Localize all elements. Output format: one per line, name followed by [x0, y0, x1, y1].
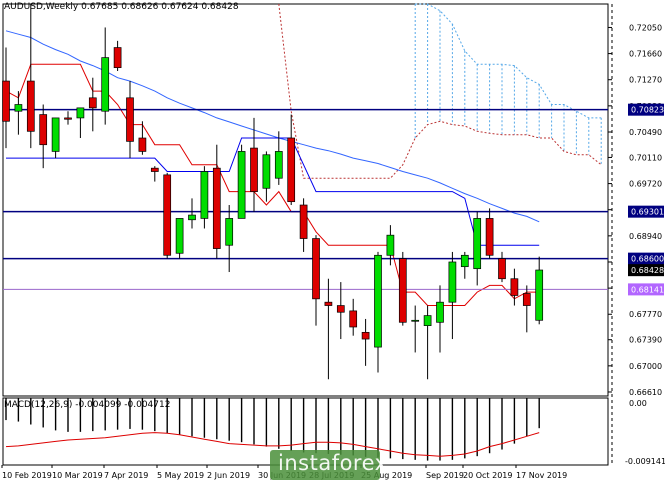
x-tick-label: 25 Aug 2019: [361, 471, 412, 480]
bull-candle-body: [423, 315, 432, 326]
bull-candle-body: [473, 218, 482, 270]
senkou-span-a-line: [415, 3, 602, 119]
tenkan-sen-line: [5, 63, 540, 306]
bear-candle-body: [485, 218, 494, 256]
senkou-span-b-line: [278, 3, 602, 179]
bear-candle-body: [138, 137, 147, 152]
bear-candle-body: [287, 137, 296, 203]
x-tick-label: 2 Jun 2019: [207, 471, 250, 480]
bear-candle-body: [398, 258, 407, 323]
y-tick-label: 0.67000: [629, 362, 662, 371]
bull-candle-body: [436, 301, 444, 323]
y-tick-label: 0.71660: [629, 50, 662, 59]
current-price-tag-bg: [628, 264, 664, 277]
bear-candle-body: [312, 238, 320, 300]
bear-candle-body: [498, 258, 506, 280]
bear-candle-body: [88, 97, 97, 109]
bear-candle-body: [39, 114, 48, 146]
macd-axis-bottom: -0.009141: [625, 457, 665, 466]
macd-label: MACD(12,26,9) -0.004099 -0.004712: [4, 400, 171, 410]
watermark-text: instaforex: [278, 451, 388, 475]
bull-candle-body: [200, 171, 209, 219]
bull-candle-body: [237, 151, 246, 219]
price-tag-text: 0.68600: [631, 255, 664, 264]
bull-candle-body: [262, 154, 271, 189]
y-tick-label: 0.68940: [629, 232, 662, 241]
bear-candle-body: [349, 310, 358, 328]
bull-candle-body: [274, 151, 283, 179]
macd-signal-line: [5, 432, 540, 457]
bear-candle-body: [126, 97, 134, 142]
bull-candle-body: [76, 107, 85, 119]
price-tag-text: 0.70823: [631, 106, 664, 115]
y-tick-label: 0.67770: [629, 310, 662, 319]
y-tick-label: 0.71270: [629, 76, 662, 85]
bear-candle-body: [163, 174, 172, 256]
bear-candle-body: [64, 117, 72, 120]
bear-candle-body: [26, 80, 35, 132]
bear-candle-body: [113, 47, 122, 69]
x-tick-label: 10 Feb 2019: [2, 471, 52, 480]
bull-candle-body: [386, 234, 395, 256]
bull-candle-body: [175, 218, 184, 254]
price-tag-bg: [628, 103, 664, 116]
bear-candle-body: [150, 167, 159, 172]
x-tick-label: 17 Nov 2019: [516, 471, 567, 480]
bull-candle-body: [411, 319, 420, 322]
moving-average-line: [5, 30, 540, 223]
bear-candle-body: [336, 305, 345, 313]
y-tick-label: 0.70110: [629, 153, 662, 162]
bear-candle-body: [212, 167, 221, 249]
x-tick-label: 10 Mar 2019: [52, 471, 103, 480]
bull-candle-body: [101, 57, 110, 112]
watermark-band: [270, 450, 380, 480]
price-tag-text: 0.69301: [631, 208, 664, 217]
current-price-tag-text: 0.68428: [631, 266, 664, 275]
y-tick-label: 0.70490: [629, 128, 662, 137]
bull-candle-body: [225, 218, 234, 246]
y-tick-label: 0.66610: [629, 388, 662, 397]
x-tick-label: Sep 2019: [426, 471, 464, 480]
y-tick-label: 0.72050: [629, 23, 662, 32]
bull-candle-body: [374, 254, 382, 348]
bear-candle-body: [324, 301, 333, 306]
price-tag-bg: [628, 252, 664, 265]
price-panel-border: [2, 3, 609, 397]
bull-candle-body: [460, 254, 469, 268]
y-tick-label: 0.67390: [629, 336, 662, 345]
bull-candle-body: [188, 214, 196, 221]
bull-candle-body: [14, 104, 23, 112]
bull-candle-body: [535, 269, 544, 321]
y-tick-label: 0.69720: [629, 180, 662, 189]
macd-axis-top: 0.00: [629, 399, 647, 408]
x-tick-label: 20 Oct 2019: [463, 471, 512, 480]
x-tick-label: 7 Apr 2019: [104, 471, 148, 480]
price-tag-bg: [628, 283, 664, 296]
bull-candle-body: [51, 117, 60, 152]
price-tag-bg: [628, 205, 664, 218]
bear-candle-body: [2, 80, 10, 122]
bull-candle-body: [448, 261, 457, 303]
bear-candle-body: [299, 204, 308, 239]
bear-candle-body: [361, 331, 370, 340]
symbol-header: AUDUSD,Weekly 0.67685 0.68626 0.67624 0.…: [4, 2, 239, 12]
price-tag-text: 0.68141: [631, 285, 664, 294]
bear-candle-body: [510, 278, 519, 296]
kijun-sen-line: [6, 137, 540, 246]
bear-candle-body: [250, 147, 258, 192]
x-tick-label: 5 May 2019: [157, 471, 204, 480]
bear-candle-body: [522, 293, 531, 306]
